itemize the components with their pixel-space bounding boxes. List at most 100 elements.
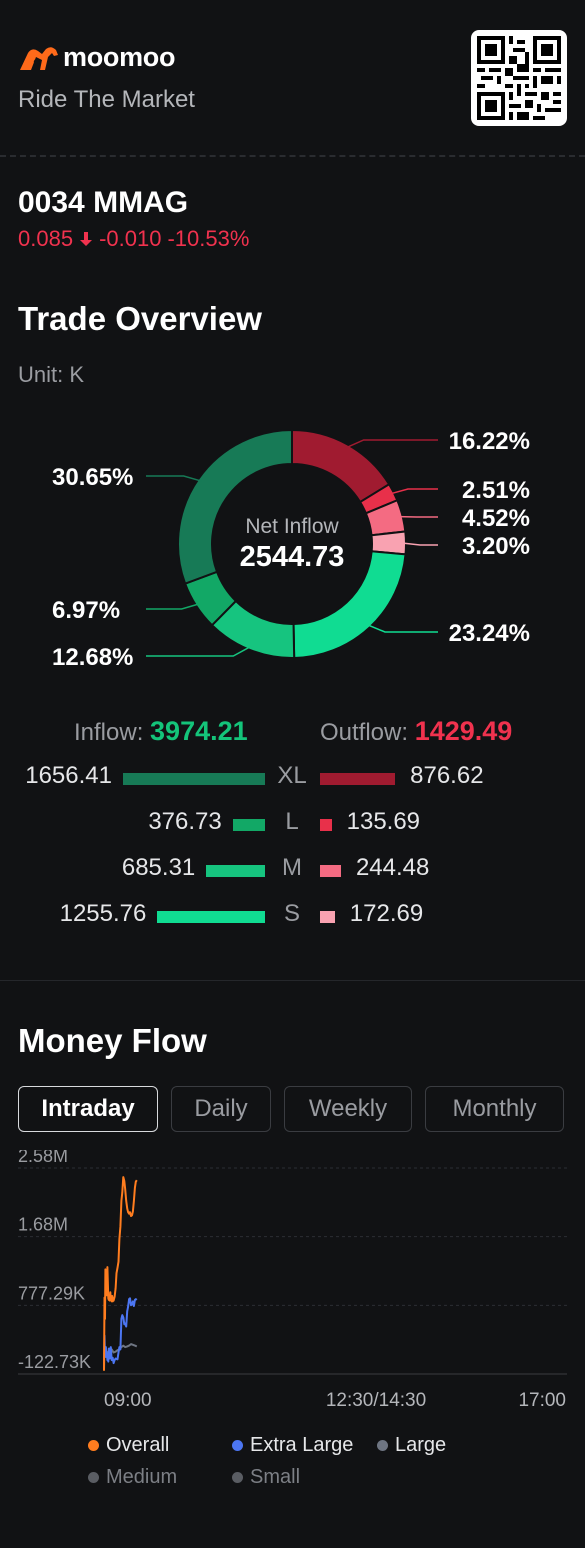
outflow-summary: Outflow: 1429.49: [320, 716, 512, 747]
brand-logo[interactable]: moomoo: [18, 42, 175, 73]
tab-monthly[interactable]: Monthly: [425, 1086, 564, 1132]
outflow-bar: [320, 911, 335, 923]
legend-dot-medium: [88, 1472, 99, 1483]
inflow-label: Inflow:: [74, 719, 151, 746]
donut-leader-line: [401, 542, 438, 546]
moomoo-logo-icon: [20, 46, 58, 70]
inflow-total: 3974.21: [150, 716, 248, 746]
stock-change: -0.010: [99, 226, 162, 251]
x-tick-label: 17:00: [518, 1390, 566, 1411]
legend-label-extra-large: Extra Large: [250, 1434, 354, 1456]
donut-leader-line: [146, 475, 202, 482]
tab-daily[interactable]: Daily: [171, 1086, 271, 1132]
category-label: XL: [277, 762, 307, 789]
arrow-down-icon: [80, 232, 93, 246]
legend-label-overall: Overall: [106, 1434, 170, 1456]
outflow-label: Outflow:: [320, 719, 415, 746]
stock-code: 0034: [18, 186, 85, 219]
donut-leader-line: [146, 603, 200, 610]
y-tick-label: -122.73K: [18, 1352, 91, 1372]
outflow-value: 172.69: [349, 900, 424, 927]
money-flow-line-chart: 2.58M 1.68M 777.29K -122.73K 09:00 12:30/14:3…: [18, 1150, 567, 1411]
legend-overall[interactable]: Overall: [88, 1434, 169, 1457]
legend-extra-large[interactable]: Extra Large: [232, 1434, 353, 1457]
donut-center-label: Net Inflow: [245, 515, 339, 538]
donut-slice-inflow-xl: [177, 428, 293, 585]
legend-dot-extra-large: [232, 1440, 243, 1451]
donut-slice-label: 6.97%: [52, 597, 120, 624]
outflow-bar: [320, 773, 396, 785]
stock-change-pct: -10.53%: [167, 226, 250, 251]
legend-label-large: Large: [395, 1434, 447, 1456]
trade-overview-donut: 16.22% 2.51% 4.52% 3.20% 23.24% 12.68% 6.97% 30…: [0, 400, 585, 700]
donut-leader-line: [389, 488, 438, 495]
legend-dot-overall: [88, 1440, 99, 1451]
legend-large[interactable]: Large: [377, 1434, 446, 1457]
donut-slice-label: 3.20%: [462, 533, 530, 560]
donut-slice-label: 16.22%: [449, 428, 530, 455]
donut-slice-label: 30.65%: [52, 464, 133, 491]
x-tick-label: 09:00: [104, 1390, 152, 1411]
inflow-summary: Inflow: 3974.21: [74, 716, 248, 747]
x-tick-label: 12:30/14:30: [326, 1390, 426, 1411]
inflow-value: 1656.41: [25, 762, 112, 789]
qr-code[interactable]: [471, 30, 567, 126]
series-line-overall: [103, 1176, 138, 1371]
tab-intraday[interactable]: Intraday: [18, 1086, 158, 1132]
donut-slice-outflow-xl: [291, 428, 391, 504]
donut-center-value: 2544.73: [240, 541, 345, 573]
tab-weekly[interactable]: Weekly: [284, 1086, 412, 1132]
inflow-bar: [157, 911, 265, 923]
category-label: M: [282, 854, 302, 881]
money-flow-title: Money Flow: [18, 1022, 207, 1059]
inflow-bar: [232, 819, 265, 831]
outflow-bar: [320, 819, 332, 831]
trade-overview-title: Trade Overview: [18, 300, 262, 337]
inflow-value: 685.31: [121, 854, 196, 881]
donut-slice-label: 12.68%: [52, 644, 133, 671]
stock-price: 0.085: [18, 226, 74, 251]
donut-leader-line: [146, 645, 252, 657]
stock-title: 0034 MMAG: [18, 186, 188, 220]
section-divider: [0, 980, 585, 981]
stock-quote: 0.085 -0.010 -10.53%: [18, 226, 249, 252]
y-tick-label: 777.29K: [18, 1283, 85, 1303]
flow-row-xl: 1656.41 XL 876.62: [0, 762, 585, 796]
donut-slice-label: 2.51%: [462, 477, 530, 504]
y-tick-label: 1.68M: [18, 1215, 68, 1235]
flow-row-l: 376.73 L 135.69: [0, 808, 585, 842]
donut-chart: 16.22% 2.51%4.52%3.20% 23.24% 12.68% 6.97% 30…: [52, 428, 530, 671]
legend-medium[interactable]: Medium: [88, 1466, 177, 1489]
donut-leader-line: [345, 439, 438, 449]
legend-label-small: Small: [250, 1466, 301, 1488]
outflow-bar: [320, 865, 341, 877]
inflow-value: 376.73: [148, 808, 222, 835]
brand-slogan: Ride The Market: [18, 86, 195, 113]
flow-row-m: 685.31 M 244.48: [0, 854, 585, 888]
outflow-value: 876.62: [410, 762, 484, 789]
legend-label-medium: Medium: [106, 1466, 178, 1488]
outflow-value: 244.48: [355, 854, 430, 881]
outflow-total: 1429.49: [414, 716, 513, 746]
flow-row-s: 1255.76 S 172.69: [0, 900, 585, 934]
header: moomoo Ride The Market: [0, 0, 585, 156]
header-divider: [0, 155, 585, 157]
unit-label: Unit: K: [18, 362, 85, 387]
qr-code-icon: [477, 36, 561, 120]
donut-slice-label: 23.24%: [449, 620, 530, 647]
legend-small[interactable]: Small: [232, 1466, 300, 1489]
inflow-value: 1255.76: [59, 900, 147, 927]
category-label: S: [283, 900, 300, 927]
donut-leader-line: [366, 623, 438, 633]
stock-name: MMAG: [93, 186, 189, 219]
money-flow-legend: Overall Extra Large Large Medium Small: [0, 1428, 585, 1498]
legend-dot-large: [377, 1440, 388, 1451]
donut-slice-label: 4.52%: [462, 505, 530, 532]
brand-name: moomoo: [63, 42, 176, 72]
money-flow-chart: 2.58M 1.68M 777.29K -122.73K 09:00 12:30/14:3…: [0, 1150, 585, 1420]
series-line-extra-large: [103, 1297, 138, 1370]
money-flow-tabs: Intraday Daily Weekly Monthly: [18, 1086, 564, 1132]
inflow-bar: [206, 865, 265, 877]
category-label: L: [285, 808, 299, 835]
legend-dot-small: [232, 1472, 243, 1483]
